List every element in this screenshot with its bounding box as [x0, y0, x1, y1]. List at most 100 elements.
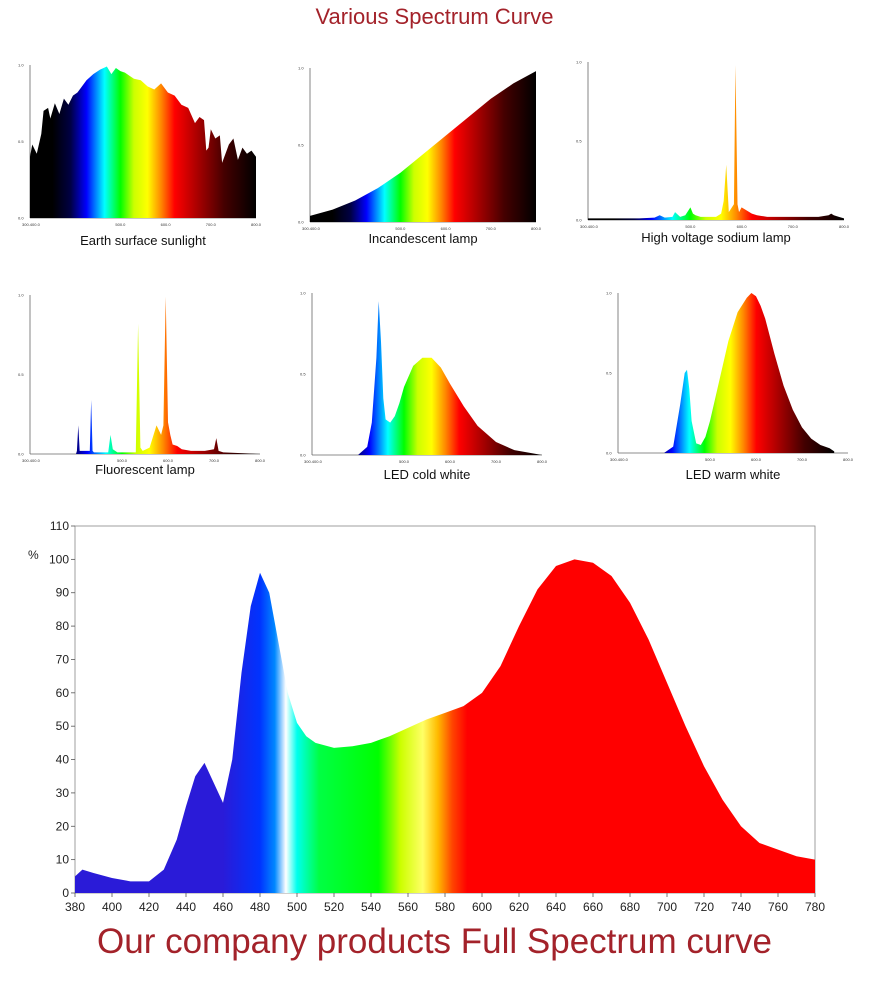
- x-tick-label: 380: [65, 900, 85, 914]
- x-tick-label: 480: [250, 900, 270, 914]
- x-tick-label: 440: [176, 900, 196, 914]
- x-tick-label: 580: [435, 900, 455, 914]
- x-tick-label: 460: [213, 900, 233, 914]
- y-tick-label: 0.5: [576, 139, 582, 144]
- x-tick-label: 300.400.0: [304, 459, 323, 464]
- x-tick-label: 700.0: [788, 224, 799, 229]
- x-tick-label: 600.0: [445, 459, 456, 464]
- x-tick-label: 800.0: [255, 458, 266, 463]
- y-tick-label: 1.0: [18, 293, 24, 298]
- y-tick-label: 110: [50, 519, 69, 533]
- y-tick-label: 70: [56, 652, 70, 666]
- spectrum-area: [588, 65, 844, 220]
- spectrum-area: [618, 293, 835, 453]
- y-tick-label: 30: [56, 786, 70, 800]
- x-tick-label: 500: [287, 900, 307, 914]
- y-tick-label: 0: [62, 886, 69, 900]
- full-spectrum-area: [75, 559, 815, 893]
- x-tick-label: 760: [768, 900, 788, 914]
- y-tick-label: 20: [56, 819, 70, 833]
- page-title: Various Spectrum Curve: [315, 4, 554, 29]
- y-tick-label: 100: [49, 552, 69, 566]
- panel-title: Earth surface sunlight: [80, 233, 206, 248]
- panel-title: High voltage sodium lamp: [641, 230, 791, 245]
- x-tick-label: 700.0: [486, 226, 497, 231]
- x-tick-label: 500.0: [395, 226, 406, 231]
- y-tick-label: 10: [56, 853, 70, 867]
- x-tick-label: 540: [361, 900, 381, 914]
- y-tick-label: 0.5: [18, 372, 24, 377]
- x-tick-label: 520: [324, 900, 344, 914]
- x-tick-label: 300.400.0: [302, 226, 321, 231]
- y-tick-label: 60: [56, 686, 70, 700]
- y-tick-label: 1.0: [298, 66, 304, 71]
- x-tick-label: 800.0: [251, 222, 262, 227]
- y-tick-label: 1.0: [300, 291, 306, 296]
- y-tick-label: 1.0: [576, 60, 582, 65]
- y-tick-label: 0.0: [606, 451, 612, 456]
- x-tick-label: 420: [139, 900, 159, 914]
- x-tick-label: 700.0: [491, 459, 502, 464]
- spectrum-area: [310, 71, 536, 222]
- x-tick-label: 560: [398, 900, 418, 914]
- x-tick-label: 800.0: [537, 459, 548, 464]
- spectrum-panel: 0.0 0.5 1.0 300.400.0 500.0 600.0 700.0 800.0 LE…: [300, 291, 548, 483]
- panel-title: LED cold white: [384, 467, 471, 482]
- x-tick-label: 400: [102, 900, 122, 914]
- x-tick-label: 700.0: [206, 222, 217, 227]
- x-tick-label: 600.0: [737, 224, 748, 229]
- y-tick-label: 0.0: [576, 218, 582, 223]
- y-tick-label: 0.5: [606, 371, 612, 376]
- full-spectrum-chart: 0 10 20 30 40 50 60 70 80 90 100 110 380 400 420 440 460…: [28, 519, 825, 914]
- spectrum-panel: 0.0 0.5 1.0 300.400.0 500.0 600.0 700.0 800.0 LE…: [606, 291, 854, 483]
- x-tick-label: 700.0: [797, 457, 808, 462]
- x-tick-label: 300.400.0: [610, 457, 629, 462]
- y-tick-label: 0.0: [18, 216, 24, 221]
- y-tick-label: 0.0: [18, 452, 24, 457]
- x-tick-label: 500.0: [685, 224, 696, 229]
- x-tick-label: 640: [546, 900, 566, 914]
- panel-title: LED warm white: [686, 467, 781, 482]
- x-tick-label: 600.0: [751, 457, 762, 462]
- x-tick-label: 620: [509, 900, 529, 914]
- x-tick-label: 720: [694, 900, 714, 914]
- x-tick-label: 300.400.0: [22, 222, 41, 227]
- x-tick-label: 500.0: [117, 458, 128, 463]
- x-tick-label: 680: [620, 900, 640, 914]
- y-tick-label: 1.0: [606, 291, 612, 296]
- spectrum-area: [30, 66, 256, 218]
- x-tick-label: 300.400.0: [22, 458, 41, 463]
- spectrum-panel: 0.0 0.5 1.0 300.400.0 500.0 600.0 700.0 800.0 Fl…: [18, 293, 266, 478]
- y-tick-label: 1.0: [18, 63, 24, 68]
- footer-title: Our company products Full Spectrum curve: [97, 922, 772, 961]
- y-tick-label: 50: [56, 719, 70, 733]
- spectrum-area: [30, 296, 260, 454]
- y-tick-label: 0.0: [300, 453, 306, 458]
- x-tick-label: 600.0: [163, 458, 174, 463]
- spectrum-panel: 0.0 0.5 1.0 300.400.0 500.0 600.0 700.0 800.0 In…: [298, 66, 542, 247]
- x-tick-label: 300.400.0: [580, 224, 599, 229]
- x-tick-label: 600: [472, 900, 492, 914]
- x-tick-label: 700.0: [209, 458, 220, 463]
- y-tick-label: 0.5: [298, 143, 304, 148]
- panel-title: Fluorescent lamp: [95, 462, 195, 477]
- x-tick-label: 600.0: [161, 222, 172, 227]
- x-tick-label: 800.0: [839, 224, 850, 229]
- y-axis-label: %: [28, 548, 39, 562]
- y-tick-label: 0.0: [298, 220, 304, 225]
- x-tick-label: 800.0: [531, 226, 542, 231]
- y-tick-label: 40: [56, 753, 70, 767]
- x-tick-label: 500.0: [399, 459, 410, 464]
- panel-title: Incandescent lamp: [368, 231, 477, 246]
- x-tick-label: 780: [805, 900, 825, 914]
- y-tick-label: 0.5: [300, 372, 306, 377]
- x-tick-label: 600.0: [441, 226, 452, 231]
- x-tick-label: 660: [583, 900, 603, 914]
- y-tick-label: 80: [56, 619, 70, 633]
- spectrum-area: [312, 301, 542, 455]
- spectrum-panel: 0.0 0.5 1.0 300.400.0 500.0 600.0 700.0 800.0 Hi…: [576, 60, 850, 246]
- x-tick-label: 800.0: [843, 457, 854, 462]
- x-tick-label: 500.0: [115, 222, 126, 227]
- x-tick-label: 740: [731, 900, 751, 914]
